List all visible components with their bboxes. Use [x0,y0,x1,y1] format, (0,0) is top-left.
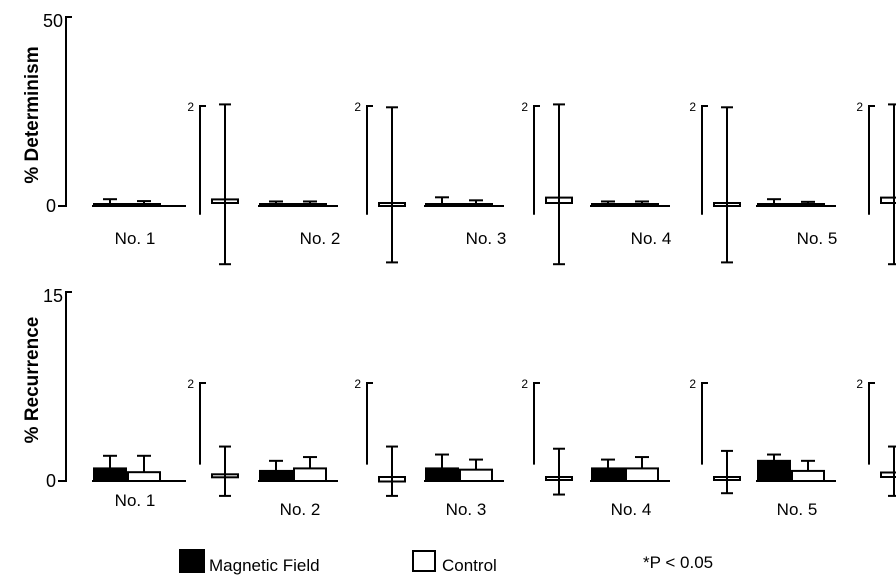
control-bar [127,471,161,482]
inset-axis [366,105,373,215]
inset-tick-label: 2 [187,100,194,114]
y-tick-label: 50 [43,11,63,31]
control-bar [127,203,161,207]
category-label: No. 3 [466,229,507,248]
legend: Magnetic Field Control *P < 0.05 [179,549,713,575]
legend-magnetic-swatch [179,549,205,573]
inset-tick-label: 2 [856,377,863,391]
category-label: No. 1 [115,491,156,510]
inset-axis [199,382,206,465]
recurrence-y-label: % Recurrence [22,317,43,444]
magnetic-bar [591,467,625,482]
category-label: No. 3 [446,500,487,519]
inset-axis [366,382,373,465]
inset-axis [701,382,708,465]
magnetic-bar [757,203,791,207]
magnetic-bar [425,203,459,207]
inset-tick-label: 2 [689,100,696,114]
control-bar [293,203,327,207]
inset-tick-label: 2 [521,377,528,391]
y-axis-line [58,16,72,207]
category-label: No. 5 [777,500,818,519]
inset-tick-label: 2 [521,100,528,114]
control-bar [293,467,327,482]
inset-axis [533,105,540,215]
legend-control-label: Control [442,556,497,575]
magnetic-bar [93,203,127,207]
category-label: No. 5 [797,229,838,248]
control-bar [459,203,493,207]
determinism-panel: % Determinism 0 50 No. 1 2 No. 2 2 No. 3 2 No. 4… [22,11,896,266]
inset-axis [701,105,708,215]
category-label: No. 4 [611,500,652,519]
category-label: No. 2 [280,500,321,519]
inset-tick-label: 2 [187,377,194,391]
control-bar [459,468,493,483]
significance-note: *P < 0.05 [643,553,713,572]
inset-axis [868,105,875,215]
inset-tick-label: 2 [354,100,361,114]
y-tick-label: 0 [46,471,56,491]
y-tick-label: 0 [46,196,56,216]
inset-axis [199,105,206,215]
determinism-y-label: % Determinism [22,46,43,183]
legend-control-swatch [412,550,436,572]
inset-tick-label: 2 [856,100,863,114]
category-label: No. 4 [631,229,672,248]
category-label: No. 1 [115,229,156,248]
control-bar [791,203,825,207]
magnetic-bar [425,467,459,482]
magnetic-bar [259,469,293,483]
inset-tick-label: 2 [689,377,696,391]
control-bar [791,469,825,483]
magnetic-bar [93,467,127,482]
recurrence-panel: % Recurrence 0 15 No. 1 2 No. 2 2 No. 3 2 No. 4 2… [22,286,896,519]
inset-axis [868,382,875,465]
control-bar [625,203,659,207]
magnetic-bar [757,459,791,482]
magnetic-bar [591,203,625,207]
category-label: No. 2 [300,229,341,248]
control-bar [625,467,659,482]
legend-magnetic-label: Magnetic Field [209,556,320,575]
inset-tick-label: 2 [354,377,361,391]
y-axis-line [58,291,72,482]
magnetic-bar [259,203,293,207]
y-tick-label: 15 [43,286,63,306]
inset-axis [533,382,540,465]
